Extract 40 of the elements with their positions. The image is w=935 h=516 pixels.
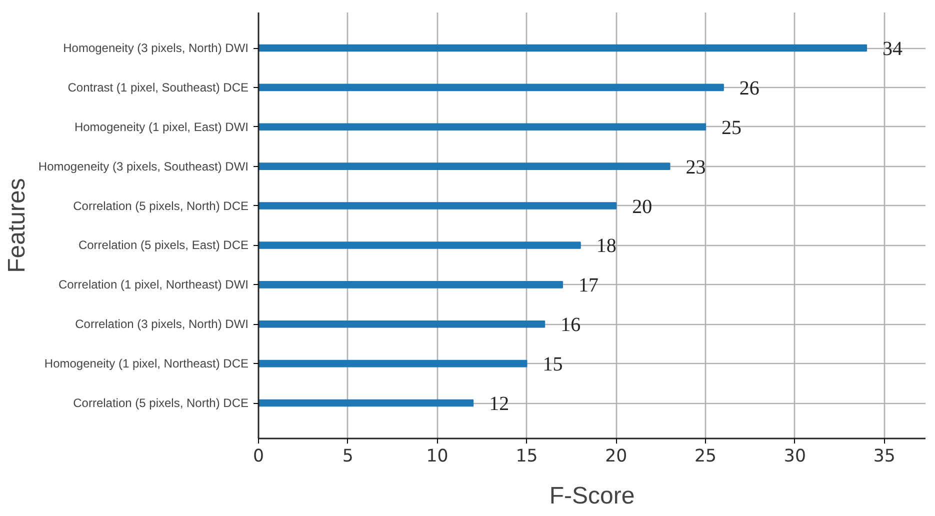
data-label: 34 <box>882 38 902 60</box>
x-tick-label: 5 <box>342 446 354 466</box>
y-tick-label: Correlation (5 pixels, North) DCE <box>73 198 248 213</box>
y-tick-label: Homogeneity (3 pixels, Southeast) DWI <box>38 159 249 174</box>
y-tick-label: Contrast (1 pixel, Southeast) DCE <box>68 80 249 94</box>
data-label: 15 <box>542 354 563 376</box>
x-tick-label: 30 <box>784 446 806 466</box>
y-tick-label: Homogeneity (1 pixel, Northeast) DCE <box>44 356 249 371</box>
data-label: 20 <box>632 196 652 218</box>
bar <box>258 242 581 249</box>
bar <box>258 399 474 407</box>
x-tick-label: 25 <box>694 446 717 466</box>
bar <box>258 320 546 328</box>
y-tick-label: Correlation (1 pixel, Northeast) DWI <box>58 278 248 292</box>
x-tick-label: 10 <box>426 446 448 466</box>
x-tick-label: 15 <box>516 446 538 466</box>
x-tick-label: 35 <box>873 446 896 466</box>
y-axis-title: Features <box>3 178 30 273</box>
bar <box>258 360 528 368</box>
data-label: 18 <box>596 235 616 258</box>
bar <box>258 202 617 210</box>
data-label: 17 <box>578 274 598 297</box>
data-label: 16 <box>560 314 581 336</box>
y-tick-label: Homogeneity (3 pixels, North) DWI <box>63 41 248 55</box>
y-tick-label: Correlation (3 pixels, North) DWI <box>75 317 249 332</box>
data-label: 25 <box>722 116 742 139</box>
bar <box>258 44 867 52</box>
bar <box>258 281 563 288</box>
bar <box>258 84 724 92</box>
y-tick-label: Correlation (5 pixels, East) DCE <box>78 238 249 252</box>
x-tick-label: 20 <box>605 446 628 466</box>
y-tick-label: Correlation (5 pixels, North) DCE <box>73 396 248 410</box>
data-label: 26 <box>739 77 760 100</box>
y-tick-label: Homogeneity (1 pixel, East) DWI <box>74 120 249 134</box>
x-tick-label: 0 <box>252 446 264 466</box>
bar <box>258 162 670 170</box>
data-label: 23 <box>686 156 706 178</box>
x-axis-title: F-Score <box>549 482 635 510</box>
data-label: 12 <box>489 393 510 415</box>
bar <box>258 123 706 131</box>
